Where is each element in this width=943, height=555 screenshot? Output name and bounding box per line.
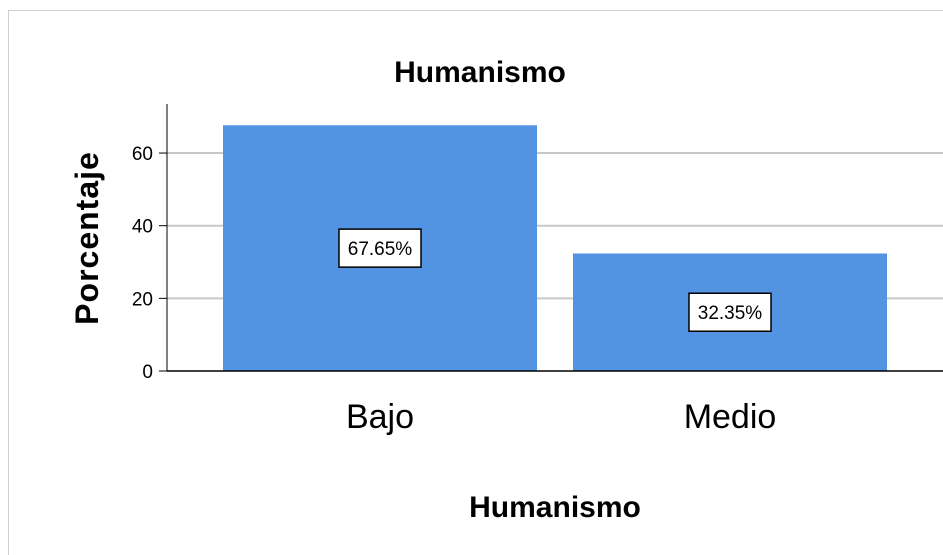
x-tick-label: Medio bbox=[684, 398, 777, 436]
data-label-box bbox=[338, 228, 422, 268]
y-tick-label: 0 bbox=[142, 362, 153, 383]
data-label: 32.35% bbox=[698, 303, 763, 324]
data-labels: 67.65% 32.35% bbox=[338, 228, 772, 332]
axes: 0 20 40 60 Bajo Medio bbox=[132, 104, 943, 436]
x-tick-label: Bajo bbox=[346, 398, 414, 436]
y-tick-label: 20 bbox=[132, 289, 153, 310]
x-axis-label: Humanismo bbox=[469, 491, 641, 524]
y-tick-label: 40 bbox=[132, 217, 153, 238]
y-tick-label: 60 bbox=[132, 144, 153, 165]
chart-frame bbox=[8, 10, 943, 555]
chart-title: Humanismo bbox=[394, 56, 566, 89]
data-label: 67.65% bbox=[348, 239, 413, 260]
data-label-box bbox=[688, 292, 772, 332]
y-axis-label: Porcentaje bbox=[69, 151, 105, 325]
bars bbox=[223, 125, 887, 371]
